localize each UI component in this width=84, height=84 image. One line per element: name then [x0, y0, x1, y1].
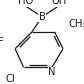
- Text: N: N: [48, 67, 56, 77]
- Text: Cl: Cl: [5, 74, 15, 84]
- Text: B: B: [39, 12, 45, 22]
- Text: CH₃: CH₃: [69, 18, 84, 29]
- Text: HO: HO: [18, 0, 33, 6]
- Text: OH: OH: [51, 0, 66, 6]
- Text: F: F: [0, 37, 4, 47]
